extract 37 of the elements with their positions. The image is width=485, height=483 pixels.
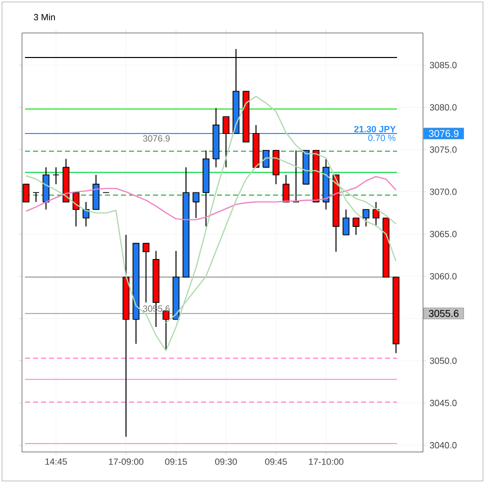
x-tick-label: 09:30 [215, 458, 237, 465]
candlestick [282, 174, 290, 202]
candlestick [32, 192, 40, 202]
x-tick-label: 17-09:00 [108, 458, 144, 465]
candlestick [362, 209, 370, 227]
annotation: 0.70 % [368, 134, 396, 142]
y-tick-label: 3075.0 [430, 146, 457, 153]
candlestick [262, 150, 270, 168]
line-series [25, 96, 397, 352]
y-tick-label: 3050.0 [430, 358, 457, 364]
y-tick-label: 3080.0 [430, 104, 457, 110]
x-tick-label: 14:45 [45, 458, 67, 465]
y-tick-label: 3040.0 [430, 442, 457, 448]
text: 3055.6 [428, 310, 459, 317]
candlestick [192, 192, 200, 218]
y-tick-label: 3045.0 [430, 400, 457, 406]
y-tick-label: 3060.0 [430, 273, 457, 280]
candlestick [222, 116, 230, 168]
chart-title: 3 Min [34, 14, 55, 20]
x-tick-label: 09:45 [265, 458, 287, 465]
candlestick [162, 310, 170, 352]
y-tick-label: 3070.0 [430, 188, 457, 195]
candlestick [372, 201, 380, 227]
candlestick [292, 150, 300, 202]
annotation: 3076.9 [143, 135, 170, 142]
annotation: 21.30 JPY [354, 126, 396, 132]
y-tick-label: 3085.0 [430, 62, 457, 68]
y-tick-label: 3065.0 [430, 230, 457, 238]
candlestick [342, 209, 350, 236]
candlestick [142, 242, 150, 303]
candlestick [52, 166, 60, 185]
x-tick-label: 17-10:00 [309, 458, 344, 465]
candlestick [352, 217, 360, 236]
text: 3076.9 [428, 130, 458, 138]
x-tick-label: 09:15 [165, 458, 187, 465]
candlestick [72, 192, 80, 227]
candlestick [82, 201, 90, 227]
